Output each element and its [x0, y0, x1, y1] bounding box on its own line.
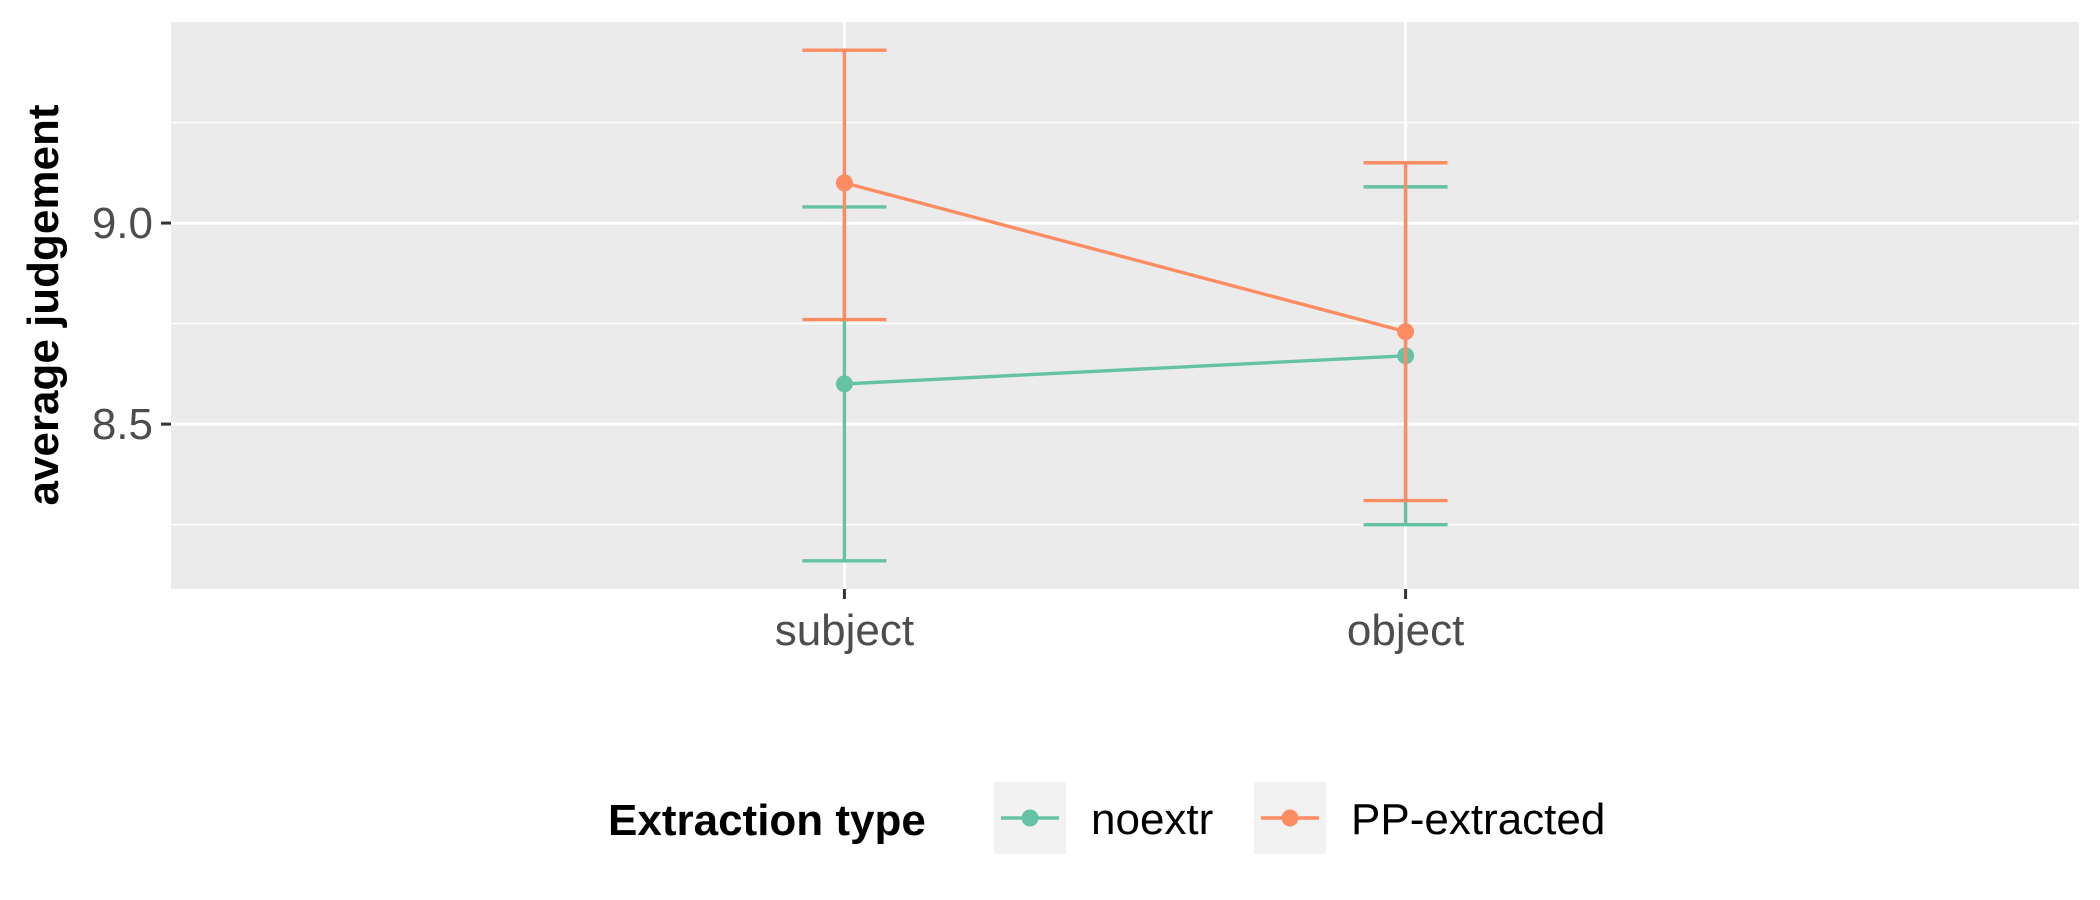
legend-item-noextr: noextr [994, 782, 1213, 854]
series-layer [802, 48, 1448, 563]
data-point [835, 375, 853, 393]
y-tick-label: 9.0 [92, 199, 153, 248]
legend-item-PP-extracted: PP-extracted [1254, 782, 1605, 854]
legend: Extraction type noextr PP-extracted [608, 782, 1605, 854]
legend-key-point [1021, 809, 1039, 827]
series-line [843, 181, 1407, 334]
legend-label: noextr [1091, 795, 1213, 844]
legend-key-point [1281, 809, 1299, 827]
plot-panel [171, 22, 2079, 589]
y-axis-title: average judgement [19, 104, 68, 505]
x-tick-label-subject: subject [775, 606, 914, 655]
data-point [835, 174, 853, 192]
axis-layer: 8.5 9.0 subject object [92, 199, 1464, 655]
data-point [1397, 323, 1415, 341]
legend-label: PP-extracted [1351, 795, 1605, 844]
series-line [844, 354, 1406, 386]
x-tick-label-object: object [1347, 606, 1464, 655]
legend-title: Extraction type [608, 796, 926, 845]
y-tick-label: 8.5 [92, 400, 153, 449]
series-PP-extracted [802, 48, 1448, 503]
